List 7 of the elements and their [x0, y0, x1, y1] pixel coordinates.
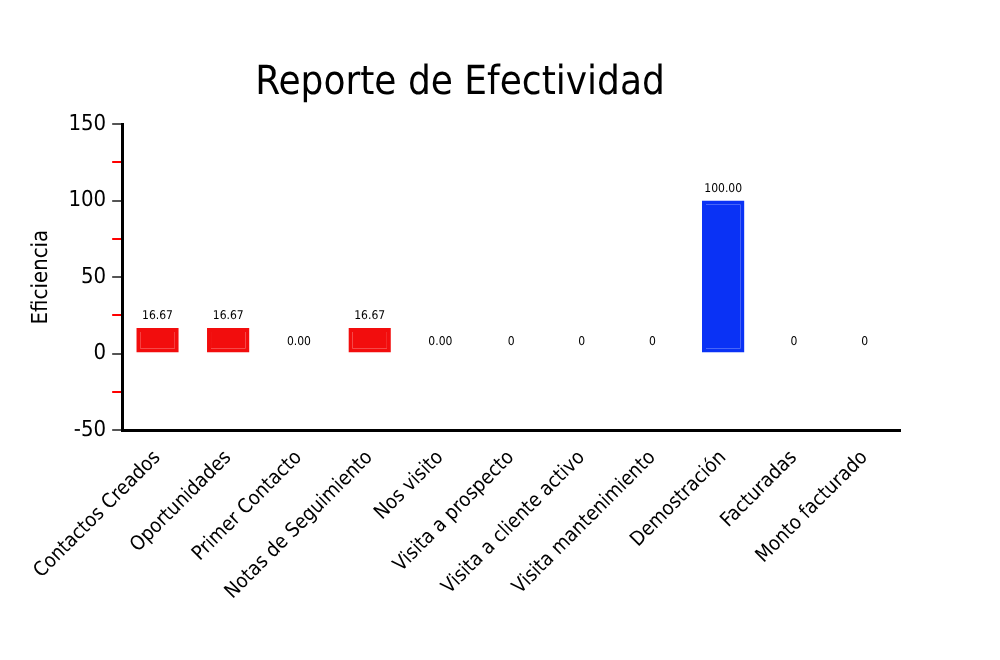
- y-tick-label: 150: [68, 109, 107, 136]
- y-tick-label: 50: [80, 262, 107, 289]
- y-tick-label: 0: [93, 339, 107, 366]
- chart-title: Reporte de Efectividad: [255, 56, 665, 105]
- y-tick-label: 100: [68, 186, 107, 213]
- y-tick-label: -50: [73, 415, 107, 442]
- y-axis-title: Eficiencia: [26, 229, 53, 325]
